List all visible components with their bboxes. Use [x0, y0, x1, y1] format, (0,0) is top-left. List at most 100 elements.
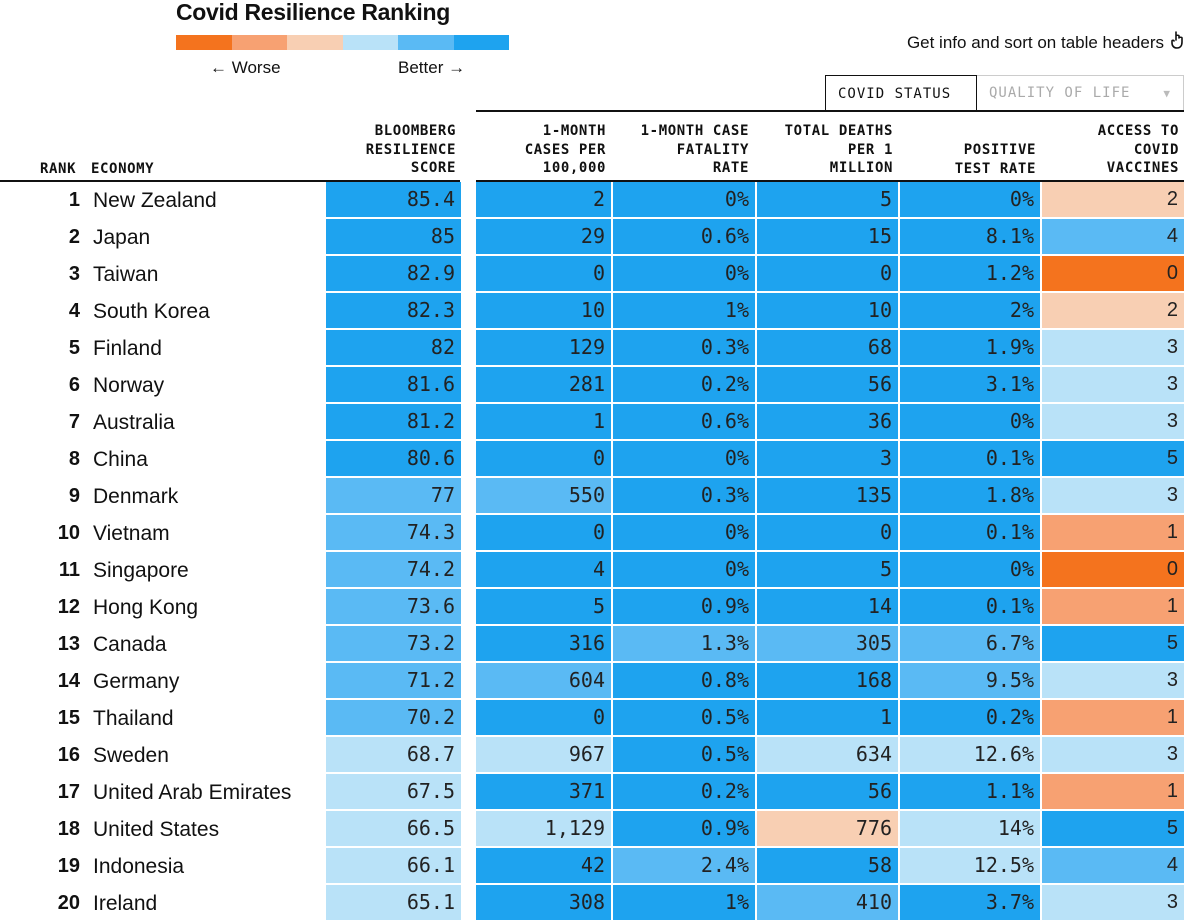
score-cell: 74.2 — [326, 552, 461, 587]
ptr-cell: 14% — [900, 811, 1040, 846]
deaths-cell: 1 — [757, 700, 898, 735]
rank-cell: 10 — [57, 522, 80, 544]
deaths-cell: 0 — [757, 256, 898, 291]
cfr-cell: 0.9% — [613, 589, 755, 624]
sort-hint: Get info and sort on table headers — [907, 31, 1184, 54]
header-monthly-cases[interactable]: 1-MONTH CASES PER 100,000 — [524, 123, 606, 176]
header-economy[interactable]: ECONOMY — [91, 161, 155, 177]
score-cell: 85.4 — [326, 182, 461, 217]
table-row[interactable]: 17 United Arab Emirates 67.5 371 0.2% 56 1.1% 1 — [0, 774, 1200, 811]
rank-cell: 2 — [68, 226, 80, 248]
deaths-cell: 168 — [757, 663, 898, 698]
header-rank[interactable]: RANK — [40, 161, 77, 177]
table-row[interactable]: 10 Vietnam 74.3 0 0% 0 0.1% 1 — [0, 515, 1200, 552]
ptr-cell: 0% — [900, 182, 1040, 217]
table-row[interactable]: 1 New Zealand 85.4 2 0% 5 0% 2 — [0, 182, 1200, 219]
cfr-cell: 2.4% — [613, 848, 755, 883]
table-row[interactable]: 13 Canada 73.2 316 1.3% 305 6.7% 5 — [0, 626, 1200, 663]
score-cell: 81.2 — [326, 404, 461, 439]
vax-cell: 3 — [1042, 330, 1184, 365]
color-scale-legend — [176, 35, 509, 50]
table-row[interactable]: 11 Singapore 74.2 4 0% 5 0% 0 — [0, 552, 1200, 589]
economy-cell: Canada — [93, 633, 167, 656]
rank-cell: 14 — [57, 670, 80, 692]
vax-cell: 1 — [1042, 515, 1184, 550]
tab-covid-status[interactable]: COVID STATUS — [825, 75, 977, 111]
legend-swatch — [176, 35, 232, 50]
ptr-cell: 6.7% — [900, 626, 1040, 661]
table-row[interactable]: 15 Thailand 70.2 0 0.5% 1 0.2% 1 — [0, 700, 1200, 737]
deaths-cell: 3 — [757, 441, 898, 476]
tab-quality-of-life-label: QUALITY OF LIFE — [989, 85, 1131, 101]
table-row[interactable]: 16 Sweden 68.7 967 0.5% 634 12.6% 3 — [0, 737, 1200, 774]
table-row[interactable]: 19 Indonesia 66.1 42 2.4% 58 12.5% 4 — [0, 848, 1200, 885]
header-total-deaths[interactable]: TOTAL DEATHS PER 1 MILLION — [784, 123, 893, 176]
table-row[interactable]: 20 Ireland 65.1 308 1% 410 3.7% 3 — [0, 885, 1200, 922]
table-row[interactable]: 6 Norway 81.6 281 0.2% 56 3.1% 3 — [0, 367, 1200, 404]
vax-cell: 5 — [1042, 441, 1184, 476]
vax-cell: 1 — [1042, 700, 1184, 735]
cases-cell: 308 — [476, 885, 611, 920]
deaths-cell: 68 — [757, 330, 898, 365]
cases-cell: 1 — [476, 404, 611, 439]
vax-cell: 5 — [1042, 626, 1184, 661]
ptr-cell: 1.9% — [900, 330, 1040, 365]
cfr-cell: 0% — [613, 256, 755, 291]
score-cell: 80.6 — [326, 441, 461, 476]
vax-cell: 4 — [1042, 219, 1184, 254]
score-cell: 77 — [326, 478, 461, 513]
score-cell: 70.2 — [326, 700, 461, 735]
table-row[interactable]: 8 China 80.6 0 0% 3 0.1% 5 — [0, 441, 1200, 478]
score-cell: 67.5 — [326, 774, 461, 809]
sort-hint-text: Get info and sort on table headers — [906, 32, 1164, 52]
table-row[interactable]: 2 Japan 85 29 0.6% 15 8.1% 4 — [0, 219, 1200, 256]
cases-cell: 4 — [476, 552, 611, 587]
table-row[interactable]: 12 Hong Kong 73.6 5 0.9% 14 0.1% 1 — [0, 589, 1200, 626]
cases-cell: 129 — [476, 330, 611, 365]
vax-cell: 3 — [1042, 885, 1184, 920]
ptr-cell: 1.8% — [900, 478, 1040, 513]
cfr-cell: 0% — [613, 552, 755, 587]
header-resilience-score[interactable]: BLOOMBERG RESILIENCE SCORE — [365, 123, 456, 176]
economy-cell: Finland — [93, 337, 162, 360]
header-vaccine-access[interactable]: ACCESS TO COVID VACCINES — [1097, 123, 1179, 176]
ptr-cell: 8.1% — [900, 219, 1040, 254]
score-cell: 73.2 — [326, 626, 461, 661]
legend-worse-label: ← Worse — [210, 58, 281, 77]
table-row[interactable]: 7 Australia 81.2 1 0.6% 36 0% 3 — [0, 404, 1200, 441]
table-row[interactable]: 4 South Korea 82.3 10 1% 10 2% 2 — [0, 293, 1200, 330]
table-row[interactable]: 14 Germany 71.2 604 0.8% 168 9.5% 3 — [0, 663, 1200, 700]
legend-swatch — [342, 35, 398, 50]
header-case-fatality-rate[interactable]: 1-MONTH CASE FATALITY RATE — [640, 123, 749, 176]
legend-swatch — [231, 35, 287, 50]
rank-cell: 8 — [68, 448, 80, 470]
table-row[interactable]: 3 Taiwan 82.9 0 0% 0 1.2% 0 — [0, 256, 1200, 293]
table-row[interactable]: 9 Denmark 77 550 0.3% 135 1.8% 3 — [0, 478, 1200, 515]
deaths-cell: 776 — [757, 811, 898, 846]
cases-cell: 0 — [476, 700, 611, 735]
economy-cell: Vietnam — [93, 522, 170, 545]
tab-quality-of-life[interactable]: QUALITY OF LIFE ▼ — [977, 75, 1184, 111]
rank-cell: 11 — [58, 559, 80, 581]
rank-cell: 20 — [57, 892, 80, 914]
economy-cell: Norway — [93, 374, 165, 397]
score-cell: 82.3 — [326, 293, 461, 328]
ptr-cell: 0% — [900, 404, 1040, 439]
vax-cell: 0 — [1042, 256, 1184, 291]
cfr-cell: 0.8% — [613, 663, 755, 698]
deaths-cell: 10 — [757, 293, 898, 328]
header-divider-right — [476, 180, 1184, 182]
deaths-cell: 135 — [757, 478, 898, 513]
score-cell: 73.6 — [326, 589, 461, 624]
table-row[interactable]: 5 Finland 82 129 0.3% 68 1.9% 3 — [0, 330, 1200, 367]
cfr-cell: 1% — [613, 885, 755, 920]
deaths-cell: 15 — [757, 219, 898, 254]
cases-cell: 0 — [476, 515, 611, 550]
ptr-cell: 1.1% — [900, 774, 1040, 809]
header-positive-test-rate[interactable]: POSITIVE TEST RATE — [954, 142, 1036, 177]
cases-cell: 371 — [476, 774, 611, 809]
table-row[interactable]: 18 United States 66.5 1,129 0.9% 776 14% 5 — [0, 811, 1200, 848]
economy-cell: Japan — [93, 226, 151, 249]
ptr-cell: 0.1% — [900, 441, 1040, 476]
cases-cell: 1,129 — [476, 811, 611, 846]
